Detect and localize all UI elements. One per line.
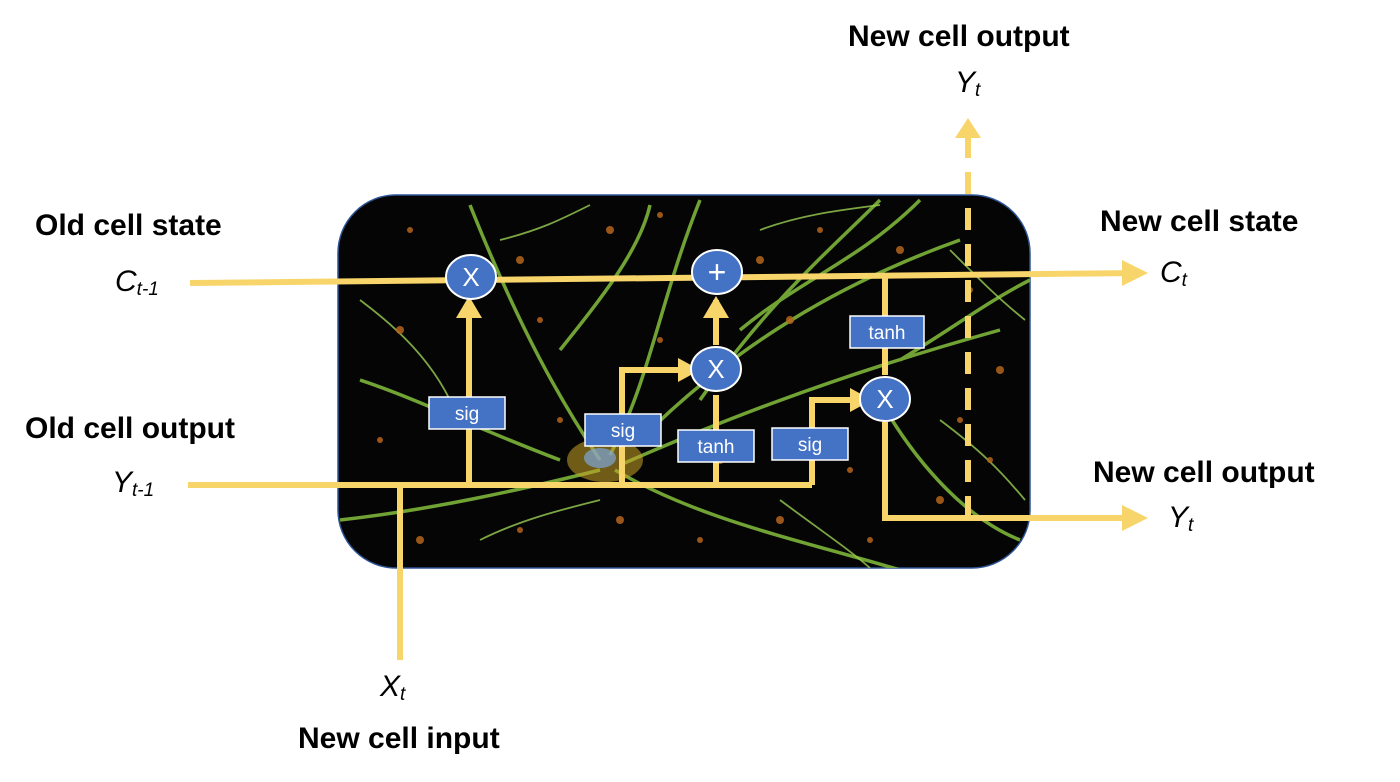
state-add-symbol: +	[708, 254, 727, 290]
x-in-symbol: Xt	[379, 670, 406, 705]
output-gate: sig	[771, 427, 849, 461]
new-output-arrowhead	[1122, 505, 1148, 531]
candidate-gate-label: tanh	[698, 437, 735, 458]
candidate-gate: tanh	[677, 429, 755, 463]
new-cell-output-right-label: New cell output	[1093, 456, 1315, 489]
cell-state-line	[189, 270, 1141, 286]
y-new-top-symbol: Yt	[955, 66, 981, 101]
forget-gate-label: sig	[455, 404, 479, 425]
output-multiply-op: X	[859, 376, 911, 422]
signal-flows	[188, 135, 1141, 660]
arrowheads	[456, 118, 1148, 531]
forget-arrowhead	[456, 296, 482, 318]
input-gate-label: sig	[611, 421, 635, 442]
add-arrowhead	[703, 296, 729, 318]
cell-background	[337, 194, 1031, 569]
input-gate: sig	[584, 413, 662, 447]
state-tanh-gate: tanh	[849, 315, 925, 349]
c-prev-symbol: Ct-1	[115, 265, 159, 300]
new-cell-input-label: New cell input	[298, 722, 500, 755]
input-multiply-op: X	[690, 346, 742, 392]
new-output-line	[882, 422, 1140, 521]
old-cell-output-label: Old cell output	[25, 412, 235, 445]
input-multiply-symbol: X	[707, 354, 724, 384]
lstm-cell	[337, 194, 1031, 569]
input-sig-arrowhead	[678, 358, 700, 382]
cell-state-arrowhead	[1122, 260, 1148, 286]
forget-multiply-symbol: X	[462, 262, 479, 292]
labels: Old cell state Old cell output New cell …	[25, 20, 1315, 755]
y-prev-symbol: Yt-1	[112, 466, 154, 501]
symbols: Ct-1 Yt-1 Ct Yt Yt Xt	[112, 66, 1194, 705]
state-tanh-label: tanh	[869, 323, 906, 344]
forget-multiply-op: X	[445, 254, 497, 300]
old-cell-state-label: Old cell state	[35, 209, 222, 242]
state-add-op: +	[691, 249, 743, 295]
output-up-arrowhead	[955, 118, 981, 138]
operators: X + X X	[445, 249, 911, 422]
output-multiply-symbol: X	[876, 384, 893, 414]
c-new-symbol: Ct	[1160, 256, 1188, 291]
new-cell-output-top-label: New cell output	[848, 20, 1070, 53]
forget-gate: sig	[428, 396, 506, 430]
output-gate-label: sig	[798, 435, 822, 456]
y-new-right-symbol: Yt	[1168, 501, 1194, 536]
gate-boxes: sig sig tanh sig tanh	[428, 315, 925, 463]
new-cell-state-label: New cell state	[1100, 205, 1298, 238]
